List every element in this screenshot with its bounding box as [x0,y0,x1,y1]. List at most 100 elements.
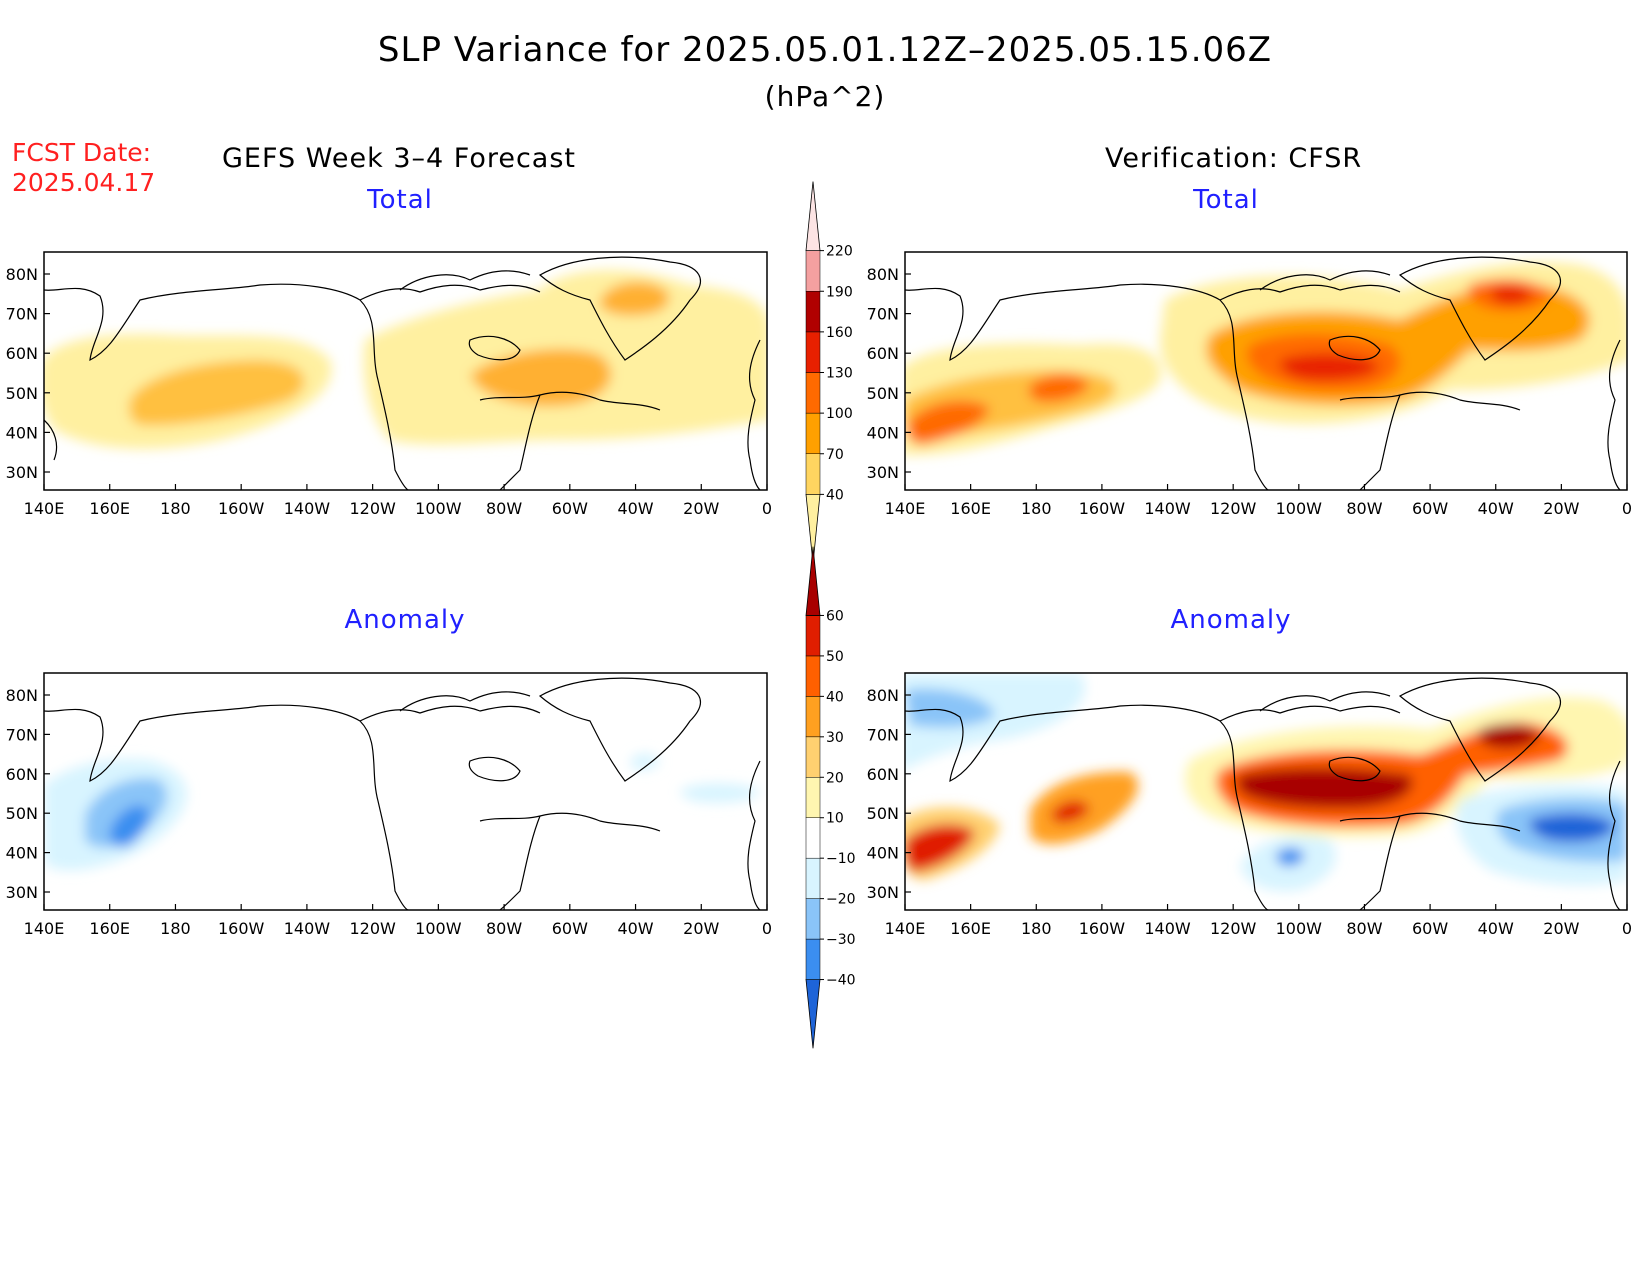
lon-tick-label: 20W [1543,919,1579,938]
frame-cfsr-anomaly [904,672,1628,911]
colorbar-label: 10 [826,811,844,827]
lon-tick-label: 60W [1412,499,1448,518]
colorbar-segment [805,372,821,414]
left-column-title: GEFS Week 3–4 Forecast [222,143,577,174]
colorbar-segment [805,938,821,980]
field-gefs-total [44,270,767,449]
lon-tick-label: 100W [1276,919,1323,938]
lon-tick-label: 100W [415,919,462,938]
lon-tick-label: 140E [885,919,926,938]
lon-tick-label: 20W [1543,499,1579,518]
lon-tick-label: 120W [349,499,396,518]
lon-tick-label: 140W [284,919,331,938]
colorbar-label: 100 [826,406,853,422]
lon-tick-label: 180 [1021,499,1052,518]
lon-tick-label: 160W [218,919,265,938]
lat-tick-label: 70N [867,305,899,324]
colorbar-segment [805,817,821,859]
field-cfsr-anomaly [905,673,1627,892]
lon-tick-label: 160E [950,919,991,938]
colorbar-label: 60 [826,608,844,624]
lat-tick-label: 70N [6,305,38,324]
lon-tick-label: 140W [1144,919,1191,938]
lon-tick-label: 80W [1346,919,1382,938]
frame-gefs-anomaly [43,672,768,911]
lon-tick-label: 40W [1478,919,1514,938]
lat-tick-label: 80N [867,265,899,284]
colorbar-segment [805,777,821,818]
lon-tick-label: 180 [160,919,191,938]
colorbar-segment [805,696,821,738]
field-cfsr-total [905,261,1627,455]
lat-tick-label: 60N [6,765,38,784]
lon-tick-label: 120W [349,919,396,938]
colorbar-segment [805,736,821,778]
lat-tick-label: 60N [867,765,899,784]
lat-tick-label: 30N [867,463,899,482]
colorbar-label: 160 [826,325,853,341]
lat-tick-label: 50N [867,384,899,403]
lon-tick-label: 80W [486,919,522,938]
coastlines-cfsr-anomaly [905,677,1621,910]
panel-cfsr-total [904,251,1628,491]
lon-tick-label: 0 [762,499,772,518]
colorbar-label: 40 [826,689,844,705]
colorbar-label: 50 [826,649,844,665]
subtitle-gefs-total: Total [367,185,433,215]
coastlines-gefs-anomaly [44,677,761,910]
frame-gefs-total [43,251,768,491]
lon-tick-label: 60W [552,499,588,518]
lat-tick-label: 30N [867,883,899,902]
lon-tick-label: 160W [218,499,265,518]
lat-tick-label: 50N [6,384,38,403]
panel-gefs-total [43,251,768,491]
lat-tick-label: 50N [6,804,38,823]
lat-tick-label: 80N [6,686,38,705]
colorbar-label: 40 [826,487,844,503]
colorbar-segment [805,857,821,899]
colorbar-segment [805,291,821,333]
lon-tick-label: 60W [552,919,588,938]
lon-tick-label: 40W [617,499,653,518]
lat-tick-label: 70N [867,725,899,744]
colorbar-segment [805,546,821,616]
lon-tick-label: 180 [160,499,191,518]
lat-tick-label: 80N [6,265,38,284]
lat-tick-label: 30N [6,463,38,482]
lat-tick-label: 60N [867,344,899,363]
colorbar-segment [805,979,821,1049]
lat-tick-label: 60N [6,344,38,363]
coastlines-gefs-total [44,256,761,490]
lat-tick-label: 80N [867,686,899,705]
colorbar-segment [805,453,821,495]
figure-title: SLP Variance for 2025.05.01.12Z–2025.05.… [377,30,1273,70]
lon-tick-label: 180 [1021,919,1052,938]
subtitle-gefs-anomaly: Anomaly [344,605,466,635]
lon-tick-label: 20W [683,919,719,938]
lat-tick-label: 50N [867,804,899,823]
lat-tick-label: 40N [867,844,899,863]
colorbar-label: −40 [826,973,856,989]
colorbar-segment [805,250,821,292]
forecast-date-value: 2025.04.17 [12,168,156,197]
forecast-date-label: FCST Date: [12,138,152,167]
panel-cfsr-anomaly [904,672,1628,911]
lon-tick-label: 160E [950,499,991,518]
lon-tick-label: 0 [1622,499,1632,518]
field-gefs-anomaly [44,753,760,871]
colorbar-label: 190 [826,284,853,300]
subtitle-cfsr-anomaly: Anomaly [1170,605,1292,635]
colorbar-label: −10 [826,851,856,867]
lon-tick-label: 140W [1144,499,1191,518]
lon-tick-label: 40W [1478,499,1514,518]
lon-tick-label: 120W [1210,919,1257,938]
lon-tick-label: 120W [1210,499,1257,518]
colorbar-segment [805,655,821,697]
lat-tick-label: 40N [867,423,899,442]
lat-tick-label: 40N [6,423,38,442]
lon-tick-label: 40W [617,919,653,938]
lat-tick-label: 70N [6,725,38,744]
colorbar-total: 40 70 100 130 160 190 220 [805,181,853,564]
units-label: (hPa^2) [764,80,886,113]
lon-tick-label: 0 [762,919,772,938]
